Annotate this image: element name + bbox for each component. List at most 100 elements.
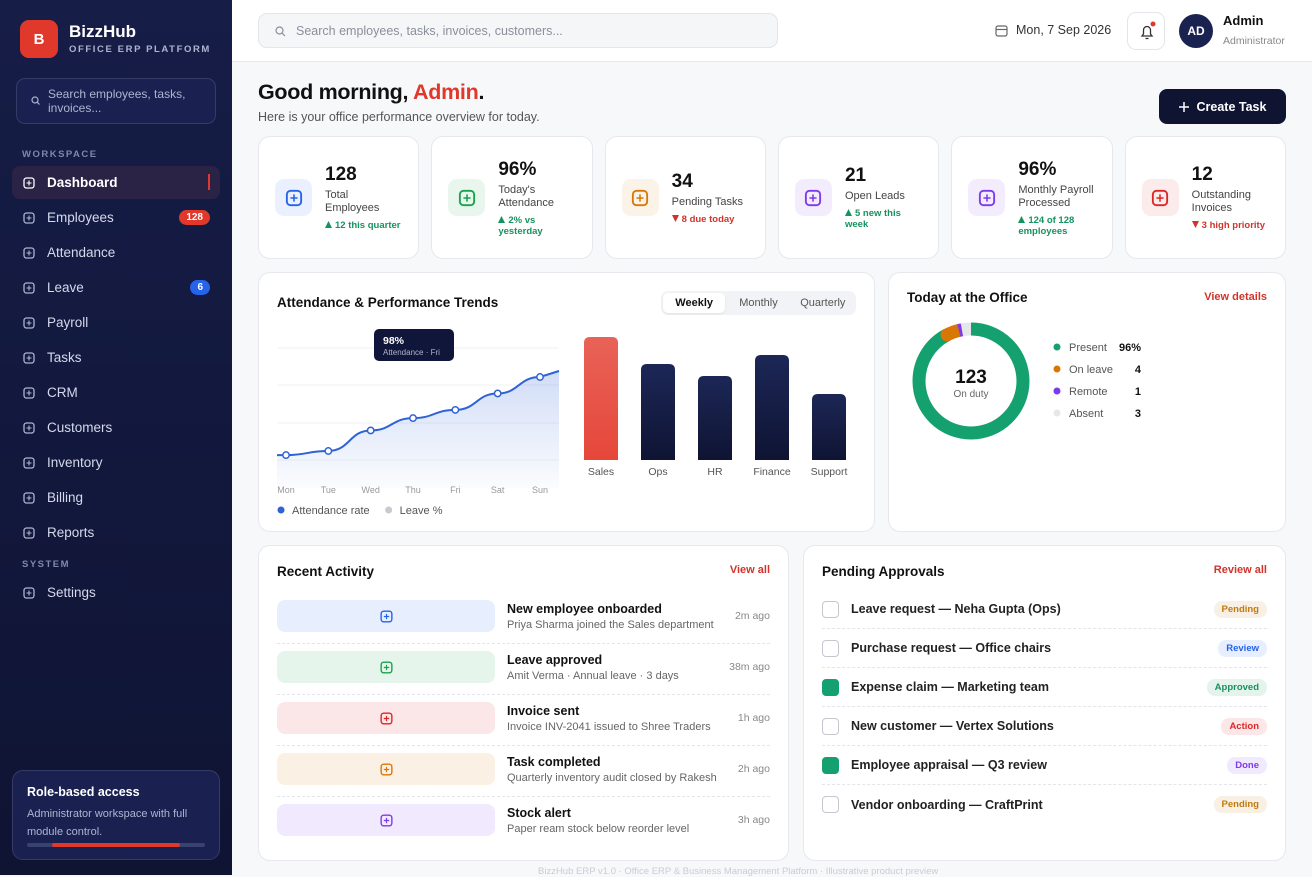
trends-card: Attendance & Performance Trends Weekly Mo…	[258, 272, 875, 532]
icon-shape	[23, 421, 35, 434]
nav-label: Tasks	[47, 350, 82, 365]
legend-value: 3	[1135, 408, 1141, 420]
kpi-label: Monthly Payroll Processed	[1018, 183, 1094, 209]
trend-arrow	[671, 214, 679, 222]
status-badge: Action	[1221, 717, 1267, 735]
icon-shape	[809, 193, 818, 202]
legend-dot	[1053, 409, 1061, 417]
checkbox[interactable]	[822, 600, 839, 618]
icon-shape	[23, 526, 35, 539]
sidebar-search[interactable]: Search employees, tasks, invoices...	[16, 78, 216, 124]
icon-shape	[26, 215, 32, 220]
top-search[interactable]: Search employees, tasks, invoices, custo…	[258, 13, 778, 48]
icon-shape	[23, 491, 35, 504]
x-tick-label: Thu	[405, 485, 421, 495]
approval-label: New customer — Vertex Solutions	[851, 719, 1054, 733]
nav-label: Attendance	[47, 245, 116, 260]
status-badge: Done	[1227, 756, 1267, 774]
tab[interactable]: Weekly	[663, 293, 726, 313]
icon-shape	[458, 189, 475, 206]
x-tick-label: Wed	[361, 485, 379, 495]
tab[interactable]: Monthly	[739, 297, 778, 309]
arrow	[498, 215, 506, 223]
sidebar: B BizzHub OFFICE ERP PLATFORM Search emp…	[0, 0, 232, 875]
view-details-link[interactable]: View details	[1204, 291, 1267, 303]
kpi-value: 128	[325, 164, 357, 185]
icon-shape	[23, 316, 35, 329]
approval-row: Leave request — Neha Gupta (Ops) Pending	[822, 590, 1267, 629]
nav-item[interactable]: Payroll	[12, 306, 220, 339]
nav-label: Employees	[47, 210, 114, 225]
legend-dot	[1053, 365, 1061, 373]
icon-shape	[636, 193, 644, 202]
greeting: Good morning, Admin.	[258, 80, 484, 105]
activity-text: New employee onboarded Priya Sharma joine…	[507, 602, 714, 631]
nav-item[interactable]: CRM	[12, 376, 220, 409]
kpi-card: 34 Pending Tasks 8 due today	[604, 136, 766, 259]
nav-item[interactable]: Billing	[12, 481, 220, 514]
bar	[755, 355, 789, 460]
icon	[23, 456, 35, 469]
activity-row: Task completed Quarterly inventory audit …	[277, 752, 770, 797]
activity-icon	[277, 702, 495, 734]
nav-label: Dashboard	[47, 175, 118, 190]
nav-badge: 128	[179, 210, 210, 225]
avatar[interactable]: AD	[1179, 14, 1213, 48]
nav-item[interactable]: Attendance	[12, 236, 220, 269]
icon	[379, 711, 393, 725]
nav-item[interactable]: Employees 128	[12, 201, 220, 234]
icon-shape	[383, 715, 389, 721]
nav-item[interactable]: Leave 6	[12, 271, 220, 304]
tab[interactable]: Quarterly	[800, 297, 846, 309]
checkbox[interactable]	[822, 796, 839, 813]
arrow	[325, 221, 332, 228]
progress	[27, 843, 205, 847]
activity-time: 1h ago	[737, 712, 770, 724]
review-all-link[interactable]: Review all	[1213, 564, 1267, 576]
kpi-icon	[968, 179, 1006, 216]
nav-item[interactable]: Settings	[12, 576, 220, 609]
nav-label: Inventory	[47, 455, 103, 470]
create-task-button[interactable]: Create Task	[1159, 89, 1286, 124]
card-title: Attendance & Performance Trends	[277, 295, 499, 310]
nav-item[interactable]: Reports	[12, 516, 220, 549]
view-all-link[interactable]: View all	[729, 564, 770, 576]
trend-arrow	[844, 209, 852, 216]
kpi-label: Outstanding Invoices	[1191, 189, 1251, 214]
bar	[698, 376, 732, 460]
logo: B	[20, 20, 58, 58]
nav-item[interactable]: Tasks	[12, 341, 220, 374]
checkbox[interactable]	[822, 717, 839, 735]
icon-shape	[26, 530, 32, 535]
checkbox[interactable]	[822, 639, 839, 657]
donut-segment	[912, 322, 1030, 440]
activity-icon	[277, 600, 495, 632]
tooltip	[374, 329, 454, 361]
nav-item[interactable]: Inventory	[12, 446, 220, 479]
checkbox[interactable]	[822, 756, 839, 774]
kpi-icon	[1141, 179, 1179, 216]
nav-item[interactable]: Dashboard	[12, 166, 220, 199]
legend-dot	[277, 506, 285, 514]
icon-shape	[23, 386, 35, 399]
x-tick-label: Fri	[450, 485, 461, 495]
icon-shape	[983, 193, 991, 202]
nav-item[interactable]: Customers	[12, 411, 220, 444]
icon-shape	[379, 660, 393, 674]
kpi-text: 128 Total Employees 12 this quarter	[325, 164, 402, 231]
kpi-value: 34	[671, 170, 693, 192]
icon-shape	[26, 320, 32, 325]
checkbox[interactable]	[822, 678, 839, 696]
kpi-card: 128 Total Employees 12 this quarter	[258, 136, 420, 259]
card-title: Today at the Office	[907, 290, 1028, 305]
icon	[805, 189, 822, 206]
point	[536, 373, 544, 381]
approval-row: New customer — Vertex Solutions Action	[822, 707, 1267, 746]
kpi-label: Total Employees	[325, 189, 380, 214]
notifications[interactable]	[1127, 12, 1165, 50]
trend-arrow	[498, 215, 506, 223]
activity-title: Invoice sent	[507, 703, 580, 718]
nav-badge: 6	[190, 280, 210, 295]
greeting-prefix: Good morning,	[258, 80, 414, 104]
